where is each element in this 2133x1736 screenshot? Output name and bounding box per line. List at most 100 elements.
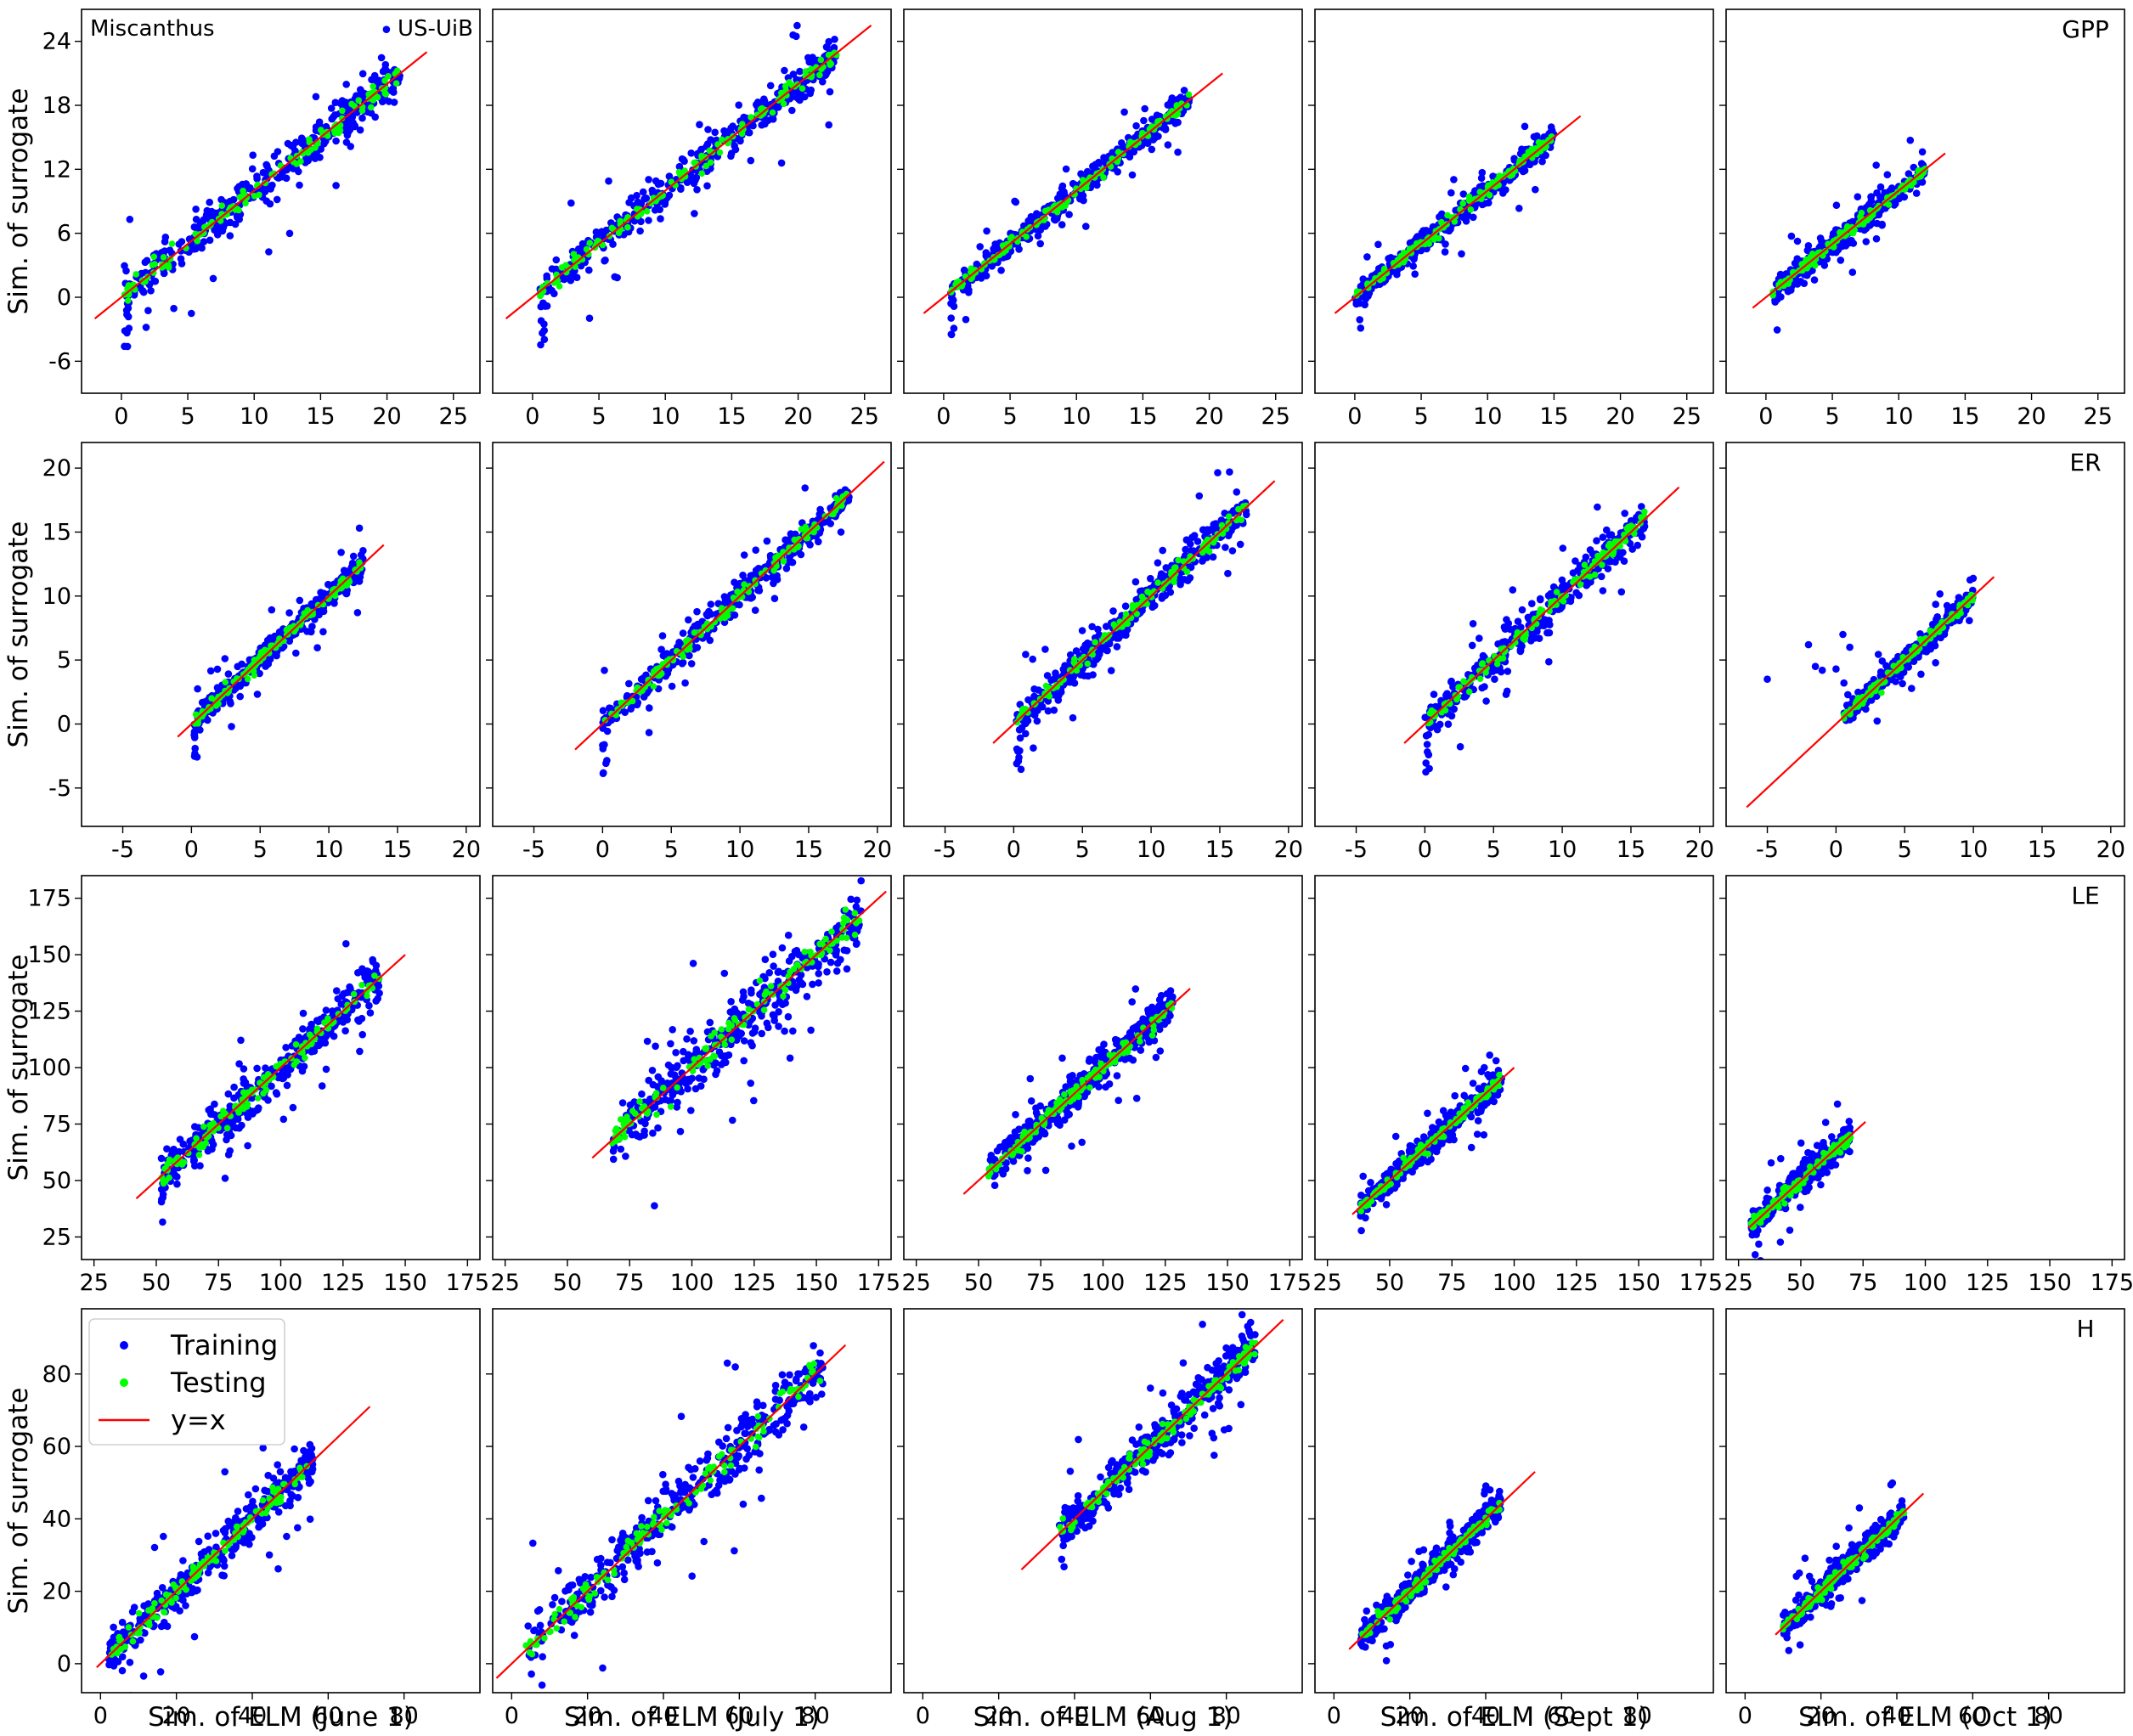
training-point: [826, 87, 834, 96]
x-tick-label: 15: [1617, 837, 1645, 863]
testing-point: [1133, 611, 1140, 617]
testing-point: [714, 141, 721, 148]
training-point: [1141, 104, 1148, 113]
training-point: [769, 116, 777, 123]
testing-point: [1185, 91, 1193, 99]
training-point: [292, 649, 300, 657]
training-point: [645, 729, 653, 736]
training-point: [1460, 693, 1468, 701]
testing-point: [1599, 561, 1605, 568]
training-point: [640, 195, 648, 203]
panel-er-3: -5 0 5 10 15 20: [1308, 442, 1714, 863]
training-point: [1509, 586, 1517, 594]
training-point: [287, 141, 295, 149]
training-point: [143, 256, 151, 265]
training-point: [121, 262, 128, 270]
training-point: [540, 335, 549, 344]
training-point: [687, 149, 695, 157]
testing-point: [562, 262, 569, 269]
training-point: [801, 93, 809, 101]
training-point: [1102, 645, 1110, 654]
testing-point: [698, 170, 705, 178]
training-point: [1070, 679, 1079, 687]
y-tick-label: -6: [48, 348, 71, 375]
training-point: [1575, 591, 1583, 600]
testing-point: [1606, 540, 1613, 548]
training-point: [1159, 546, 1166, 555]
x-tick-label: 25: [850, 403, 879, 430]
training-point: [753, 100, 760, 109]
testing-point: [1502, 647, 1509, 654]
training-point: [807, 86, 815, 94]
training-point: [1363, 253, 1371, 261]
training-point: [332, 182, 340, 189]
testing-point: [624, 223, 631, 231]
training-point: [1217, 516, 1226, 524]
training-point: [1034, 707, 1041, 714]
training-point: [1542, 151, 1549, 160]
training-point: [585, 314, 594, 323]
training-point: [203, 206, 212, 215]
testing-point: [1486, 192, 1493, 199]
training-point: [781, 66, 788, 75]
x-tick-label: 20: [863, 837, 892, 863]
training-point: [731, 145, 740, 154]
training-point: [552, 256, 561, 264]
panel-gpp-1: 0 5 10 15 20 25: [486, 8, 892, 430]
training-point: [1236, 540, 1244, 549]
training-point: [1352, 296, 1361, 305]
training-point: [1030, 744, 1037, 752]
training-point: [268, 606, 276, 614]
training-point: [687, 173, 696, 182]
training-point: [224, 670, 233, 678]
training-point: [657, 215, 664, 223]
testing-point: [680, 653, 686, 660]
testing-point: [1144, 589, 1151, 595]
training-point: [648, 186, 657, 194]
testing-point: [1628, 522, 1634, 529]
training-point: [1058, 221, 1066, 228]
training-point: [1209, 553, 1217, 561]
testing-point: [729, 605, 736, 612]
testing-point: [236, 194, 244, 200]
training-point: [1190, 532, 1199, 539]
training-point: [1546, 621, 1554, 628]
training-point: [206, 667, 215, 675]
training-point: [1447, 678, 1455, 686]
identity-line: [177, 544, 385, 738]
training-point: [206, 198, 213, 206]
training-point: [342, 81, 351, 88]
x-tick-label: 25: [2084, 403, 2113, 430]
training-point: [296, 596, 304, 605]
x-tick-label: 10: [1884, 403, 1913, 430]
testing-point: [1041, 207, 1049, 215]
testing-point: [832, 494, 840, 502]
training-point: [601, 256, 608, 265]
training-point: [1848, 268, 1857, 276]
training-point: [1029, 655, 1036, 663]
training-point: [1456, 742, 1464, 751]
training-point: [1438, 210, 1446, 218]
training-point: [789, 70, 798, 78]
y-tick-label: 18: [42, 93, 71, 119]
y-axis-label: Sim. of surrogate: [3, 88, 34, 315]
training-point: [624, 691, 631, 700]
training-point: [725, 594, 733, 601]
training-point: [599, 707, 607, 714]
training-point: [238, 660, 245, 668]
training-point: [253, 175, 261, 183]
training-point: [1528, 632, 1536, 640]
panel-gpp-2: 0 5 10 15 20 25: [897, 8, 1303, 430]
testing-point: [1084, 660, 1092, 668]
testing-point: [1406, 245, 1414, 252]
training-point: [344, 124, 353, 132]
training-point: [285, 609, 293, 617]
training-point: [1022, 730, 1030, 738]
training-point: [1148, 116, 1156, 123]
training-point: [319, 607, 328, 616]
training-point: [806, 541, 814, 549]
training-point: [1222, 544, 1229, 551]
panel-frame: [1314, 442, 1714, 827]
training-point: [1524, 613, 1532, 622]
y-tick-label: 0: [57, 285, 71, 311]
